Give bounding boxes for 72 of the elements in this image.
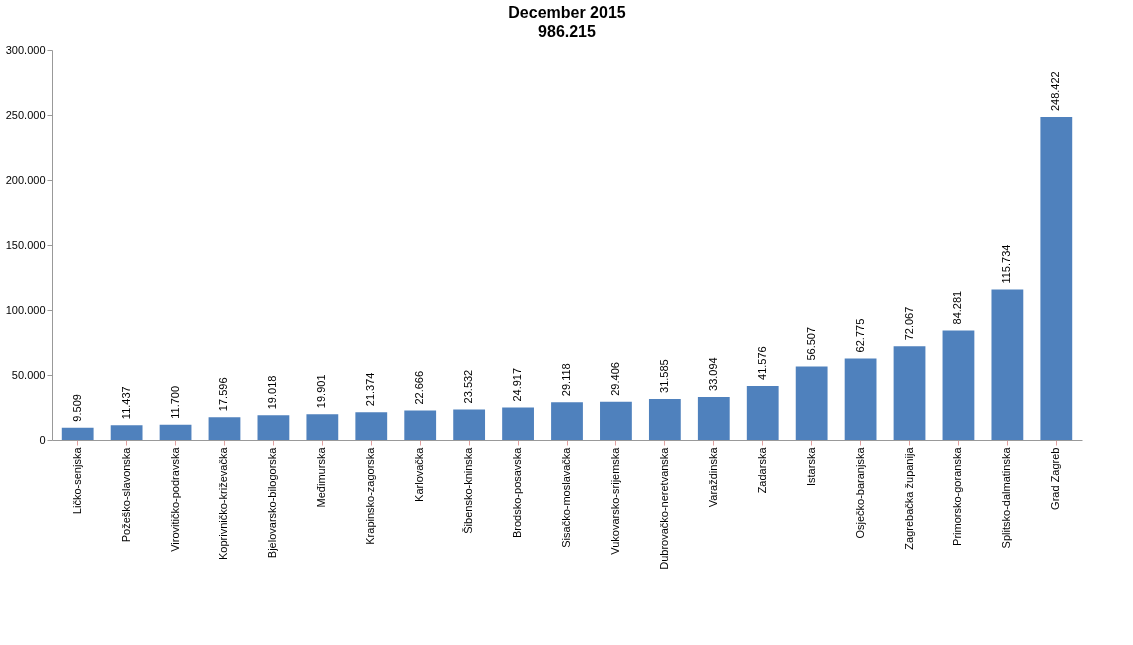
y-tick-label: 100.000	[5, 303, 46, 316]
data-label: 24.917	[511, 367, 524, 402]
bar	[257, 415, 290, 440]
bar	[648, 398, 681, 440]
chart-subtitle: 986.215	[538, 23, 597, 40]
chart-title: December 2015	[508, 4, 626, 21]
bar	[502, 407, 534, 440]
data-label: 19.018	[266, 375, 279, 410]
x-tick-label: Osječko-baranjska	[853, 446, 866, 539]
x-tick-label: Brodsko-posavska	[511, 446, 524, 538]
bar	[208, 417, 241, 440]
y-tick-label: 50.000	[11, 368, 46, 381]
bar	[453, 409, 486, 440]
data-label: 115.734	[1000, 244, 1013, 284]
x-tick-label: Primorsko-goranska	[951, 446, 964, 546]
bar	[551, 402, 583, 440]
data-label: 11.700	[168, 385, 181, 419]
bar	[355, 412, 388, 440]
x-tick-label: Zadarska	[755, 446, 768, 494]
x-tick-label: Bjelovarsko-bilogorska	[266, 446, 279, 559]
bar	[1040, 117, 1073, 440]
bar	[61, 427, 94, 440]
data-label: 29.406	[608, 362, 621, 396]
data-label: 84.281	[951, 290, 964, 325]
y-tick-label: 250.000	[5, 108, 46, 121]
bar	[404, 410, 437, 440]
y-tick-label: 0	[39, 433, 46, 446]
x-tick-label: Karlovačka	[413, 446, 426, 502]
bar	[697, 396, 730, 440]
data-label: 248.422	[1049, 71, 1062, 112]
x-tick-label: Splitsko-dalmatinska	[1000, 446, 1013, 549]
bar	[991, 289, 1024, 440]
bar	[600, 401, 632, 440]
x-tick-label: Varaždinska	[706, 446, 719, 508]
x-tick-label: Krapinsko-zagorska	[364, 446, 377, 545]
bar	[159, 424, 192, 440]
x-tick-label: Vukovarsko-srijemska	[608, 446, 621, 555]
x-tick-label: Šibensko-kninska	[462, 446, 475, 534]
y-tick-label: 150.000	[5, 238, 46, 251]
x-tick-label: Koprivničko-križevačka	[217, 446, 230, 560]
x-tick-label: Grad Zagreb	[1049, 447, 1062, 510]
data-label: 9.509	[70, 394, 83, 422]
data-label: 17.596	[217, 377, 230, 412]
bar	[306, 414, 339, 440]
data-label: 33.094	[706, 357, 719, 391]
x-tick-label: Virovitičko-podravska	[168, 446, 181, 552]
data-label: 21.374	[364, 372, 377, 407]
x-tick-label: Istarska	[804, 446, 817, 487]
x-tick-label: Dubrovačko-neretvanska	[657, 446, 670, 570]
data-label: 29.118	[560, 363, 572, 397]
data-label: 41.576	[755, 346, 768, 380]
data-label: 11.437	[119, 386, 132, 420]
data-label: 72.067	[902, 306, 915, 341]
data-label: 19.901	[315, 374, 328, 409]
bar	[893, 346, 926, 440]
x-tick-label: Požeško-slavonska	[119, 446, 132, 543]
data-label: 23.532	[462, 369, 475, 404]
x-tick-label: Zagrebačka županija	[902, 446, 915, 550]
bar	[942, 330, 975, 440]
x-tick-label: Ličko-senjska	[70, 446, 83, 515]
x-tick-label: Međimurska	[315, 446, 328, 508]
bar	[795, 366, 828, 440]
x-tick-label: Sisačko-moslavačka	[560, 446, 572, 548]
data-label: 62.775	[853, 318, 866, 353]
bar	[746, 385, 779, 440]
bar	[844, 358, 877, 440]
data-label: 56.507	[804, 326, 817, 361]
y-tick-label: 300.000	[5, 43, 46, 56]
data-label: 31.585	[657, 359, 670, 393]
data-label: 22.666	[413, 370, 426, 405]
bar	[110, 425, 143, 440]
y-tick-label: 200.000	[5, 173, 46, 186]
